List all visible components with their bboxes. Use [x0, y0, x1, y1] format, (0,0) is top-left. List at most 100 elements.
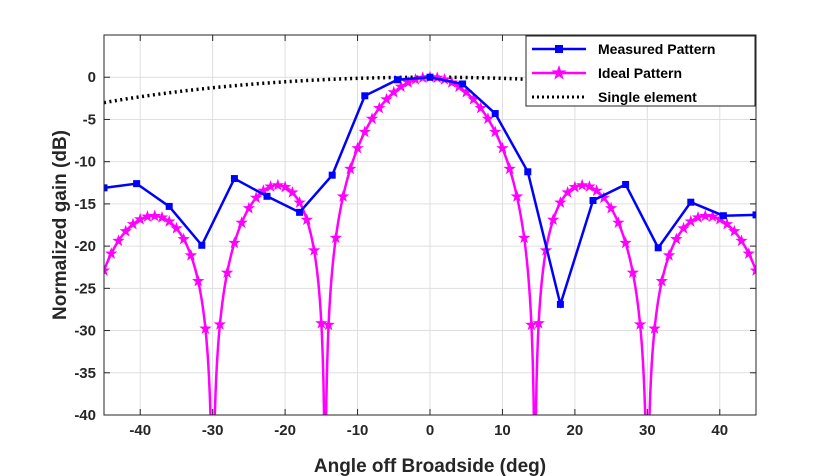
ideal-pattern-point: [489, 125, 502, 138]
measured-pattern-point: [165, 202, 173, 210]
ideal-pattern-point: [481, 112, 495, 125]
measured-pattern-point: [361, 92, 369, 100]
legend-marker-measured: [555, 45, 563, 53]
ideal-pattern-point: [655, 274, 668, 287]
ideal-pattern-point: [192, 274, 205, 287]
ideal-pattern-point: [590, 184, 603, 196]
y-tick-label: -40: [74, 407, 96, 424]
x-tick-label: -20: [274, 422, 296, 439]
measured-pattern-point: [104, 184, 108, 192]
ideal-pattern-point: [228, 236, 241, 249]
measured-pattern-point: [426, 73, 434, 81]
ideal-pattern-point: [467, 92, 480, 105]
measured-pattern-point: [263, 192, 271, 200]
ideal-pattern-point: [126, 217, 140, 230]
ideal-pattern-point: [633, 317, 647, 330]
measured-pattern-point: [133, 180, 141, 188]
ideal-pattern-point: [568, 180, 582, 193]
measured-pattern-point: [654, 244, 662, 252]
ideal-pattern-point: [691, 211, 705, 223]
x-tick-label: 10: [494, 422, 511, 439]
ideal-pattern-point: [329, 231, 342, 244]
ideal-pattern-point: [554, 196, 567, 208]
ideal-pattern-point: [177, 232, 190, 245]
ideal-pattern-point: [105, 247, 118, 259]
ideal-pattern-point: [706, 210, 719, 222]
ideal-pattern-point: [300, 213, 314, 226]
legend-marker-ideal: [551, 65, 567, 80]
x-tick-label: -40: [129, 422, 151, 439]
measured-pattern-point: [491, 110, 499, 118]
tick-labels: -40 -30 -20 -10 0 10 20 30 40 0 -5 -10 -15 -20 -25 -30 -…: [74, 69, 728, 439]
y-tick-label: -35: [74, 365, 96, 382]
measured-pattern-point: [589, 197, 597, 205]
measured-pattern-point: [752, 211, 756, 219]
legend: Measured Pattern Ideal Pattern Single el…: [525, 35, 756, 107]
ideal-pattern-point: [438, 73, 451, 85]
measured-pattern-point: [230, 175, 238, 183]
x-tick-label: 20: [567, 422, 584, 439]
ideal-pattern-point: [735, 234, 748, 247]
ideal-pattern-point: [213, 317, 227, 330]
legend-label-ideal: Ideal Pattern: [598, 65, 682, 81]
ideal-pattern-point: [546, 213, 560, 226]
legend-label-measured: Measured Pattern: [598, 41, 715, 57]
y-tick-label: -25: [74, 280, 96, 297]
ideal-pattern-point: [148, 209, 161, 222]
measured-pattern-point: [556, 300, 564, 308]
ideal-pattern-point: [249, 191, 263, 204]
ideal-pattern-point: [474, 101, 487, 114]
ideal-pattern-point: [597, 191, 611, 204]
ideal-pattern-point: [648, 322, 661, 334]
ideal-pattern-point: [242, 201, 256, 214]
ideal-pattern-point: [626, 266, 640, 278]
y-tick-label: -5: [83, 111, 96, 128]
x-tick-label: 30: [639, 422, 656, 439]
ideal-pattern-point: [583, 180, 596, 192]
ideal-pattern-point: [119, 224, 132, 237]
ideal-pattern-point: [286, 186, 299, 198]
ideal-pattern-point: [293, 196, 306, 208]
ideal-pattern-point: [452, 80, 466, 92]
x-axis-title: Angle off Broadside (deg): [314, 456, 546, 476]
ideal-pattern-point: [184, 248, 198, 261]
ideal-pattern-point: [134, 212, 147, 225]
measured-pattern-point: [687, 198, 695, 206]
ideal-pattern-point: [720, 217, 734, 230]
ideal-pattern-point: [235, 216, 248, 228]
ideal-pattern-point: [713, 212, 726, 225]
ideal-pattern-point: [141, 210, 154, 222]
measured-pattern-point: [198, 241, 206, 249]
ideal-pattern-point: [199, 322, 212, 334]
ideal-pattern-point: [380, 92, 393, 105]
ideal-pattern-point: [394, 80, 408, 92]
ideal-pattern-point: [351, 141, 364, 154]
measured-pattern-point: [393, 76, 401, 84]
ideal-pattern-point: [387, 85, 400, 98]
ideal-pattern-point: [561, 186, 574, 198]
measured-pattern-point: [719, 212, 727, 220]
ideal-pattern-point: [307, 243, 321, 256]
ideal-pattern-point: [315, 316, 328, 329]
ideal-pattern-point: [532, 316, 545, 329]
ideal-pattern-point: [670, 232, 683, 245]
ideal-pattern-point: [112, 234, 125, 247]
ideal-pattern-point: [257, 184, 270, 196]
ideal-pattern-point: [677, 221, 690, 234]
ideal-pattern-point: [749, 264, 756, 276]
ideal-pattern-point: [604, 201, 618, 214]
ideal-pattern-point: [104, 264, 111, 276]
series-measured-pattern: [104, 73, 756, 310]
x-tick-label: -10: [347, 422, 369, 439]
ticks: [104, 35, 756, 416]
ideal-pattern-point: [699, 209, 712, 222]
measured-pattern-point: [622, 180, 630, 188]
ideal-pattern-point: [336, 190, 350, 202]
ideal-pattern-point: [278, 180, 292, 193]
ideal-pattern-point: [155, 211, 169, 223]
measured-pattern-point: [459, 80, 467, 88]
legend-star-shape: [551, 65, 567, 80]
measured-pattern-point: [524, 168, 532, 176]
x-tick-label: 40: [711, 422, 728, 439]
